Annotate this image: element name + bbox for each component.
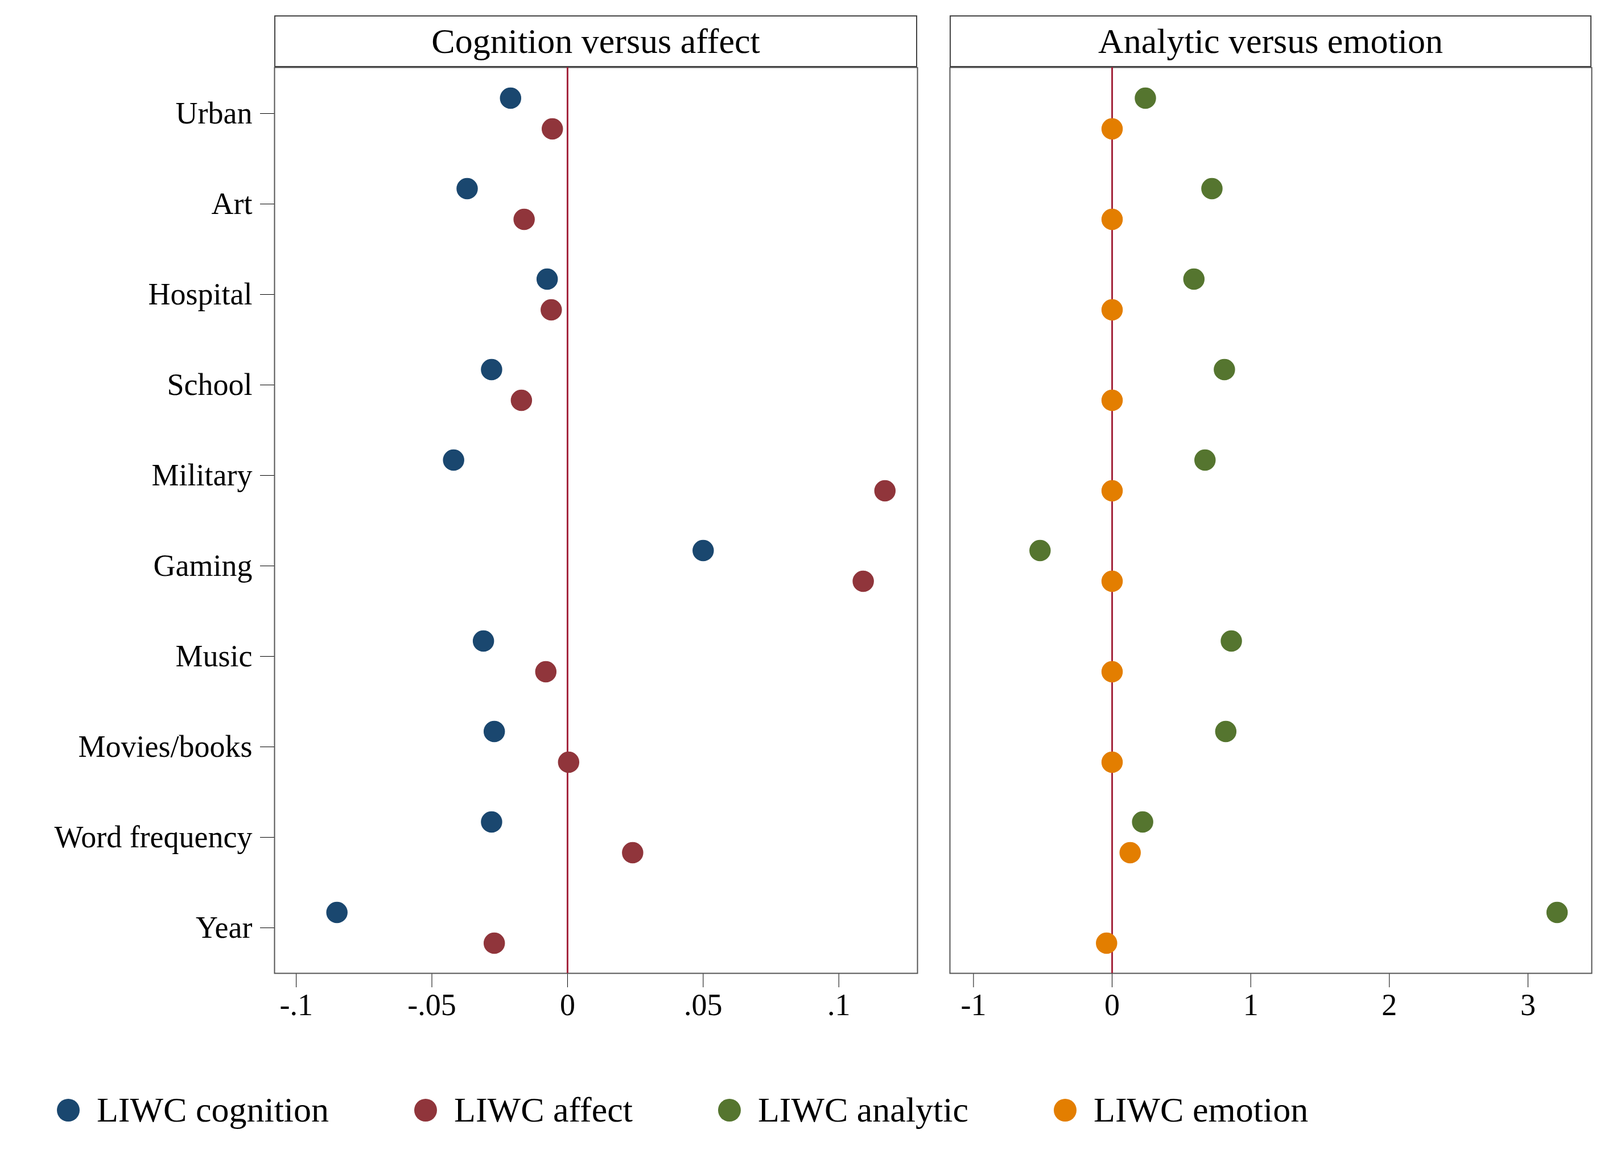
svg-text:.05: .05 bbox=[683, 987, 723, 1022]
html-text:Cognition versus affect: Cognition versus affect bbox=[431, 21, 760, 61]
svg-text:Urban: Urban bbox=[175, 96, 253, 131]
svg-text:2: 2 bbox=[1381, 987, 1397, 1022]
svg-text:Music: Music bbox=[175, 638, 253, 674]
svg-text:Movies/books: Movies/books bbox=[77, 729, 253, 764]
svg-text:-.1: -.1 bbox=[279, 987, 313, 1022]
html-text:LIWC emotion: LIWC emotion bbox=[1093, 1090, 1309, 1129]
svg-text:.1: .1 bbox=[827, 987, 851, 1022]
svg-text:-1: -1 bbox=[960, 987, 987, 1022]
svg-text:1: 1 bbox=[1243, 987, 1259, 1022]
svg-text:3: 3 bbox=[1520, 987, 1536, 1022]
svg-text:0: 0 bbox=[1104, 987, 1120, 1022]
svg-text:Art: Art bbox=[211, 186, 253, 221]
svg-text:Word frequency: Word frequency bbox=[54, 819, 253, 855]
html-text:LIWC affect: LIWC affect bbox=[454, 1090, 633, 1129]
svg-text:School: School bbox=[166, 367, 253, 402]
svg-text:Gaming: Gaming bbox=[153, 548, 253, 583]
svg-text:-.05: -.05 bbox=[407, 987, 456, 1022]
svg-text:Military: Military bbox=[151, 458, 253, 493]
html-text:Analytic versus emotion: Analytic versus emotion bbox=[1098, 21, 1443, 61]
svg-text:Year: Year bbox=[195, 910, 253, 945]
svg-text:0: 0 bbox=[559, 987, 576, 1022]
svg-text:Hospital: Hospital bbox=[148, 277, 253, 312]
html-text:LIWC analytic: LIWC analytic bbox=[757, 1090, 969, 1129]
html-text:LIWC cognition: LIWC cognition bbox=[96, 1090, 329, 1129]
